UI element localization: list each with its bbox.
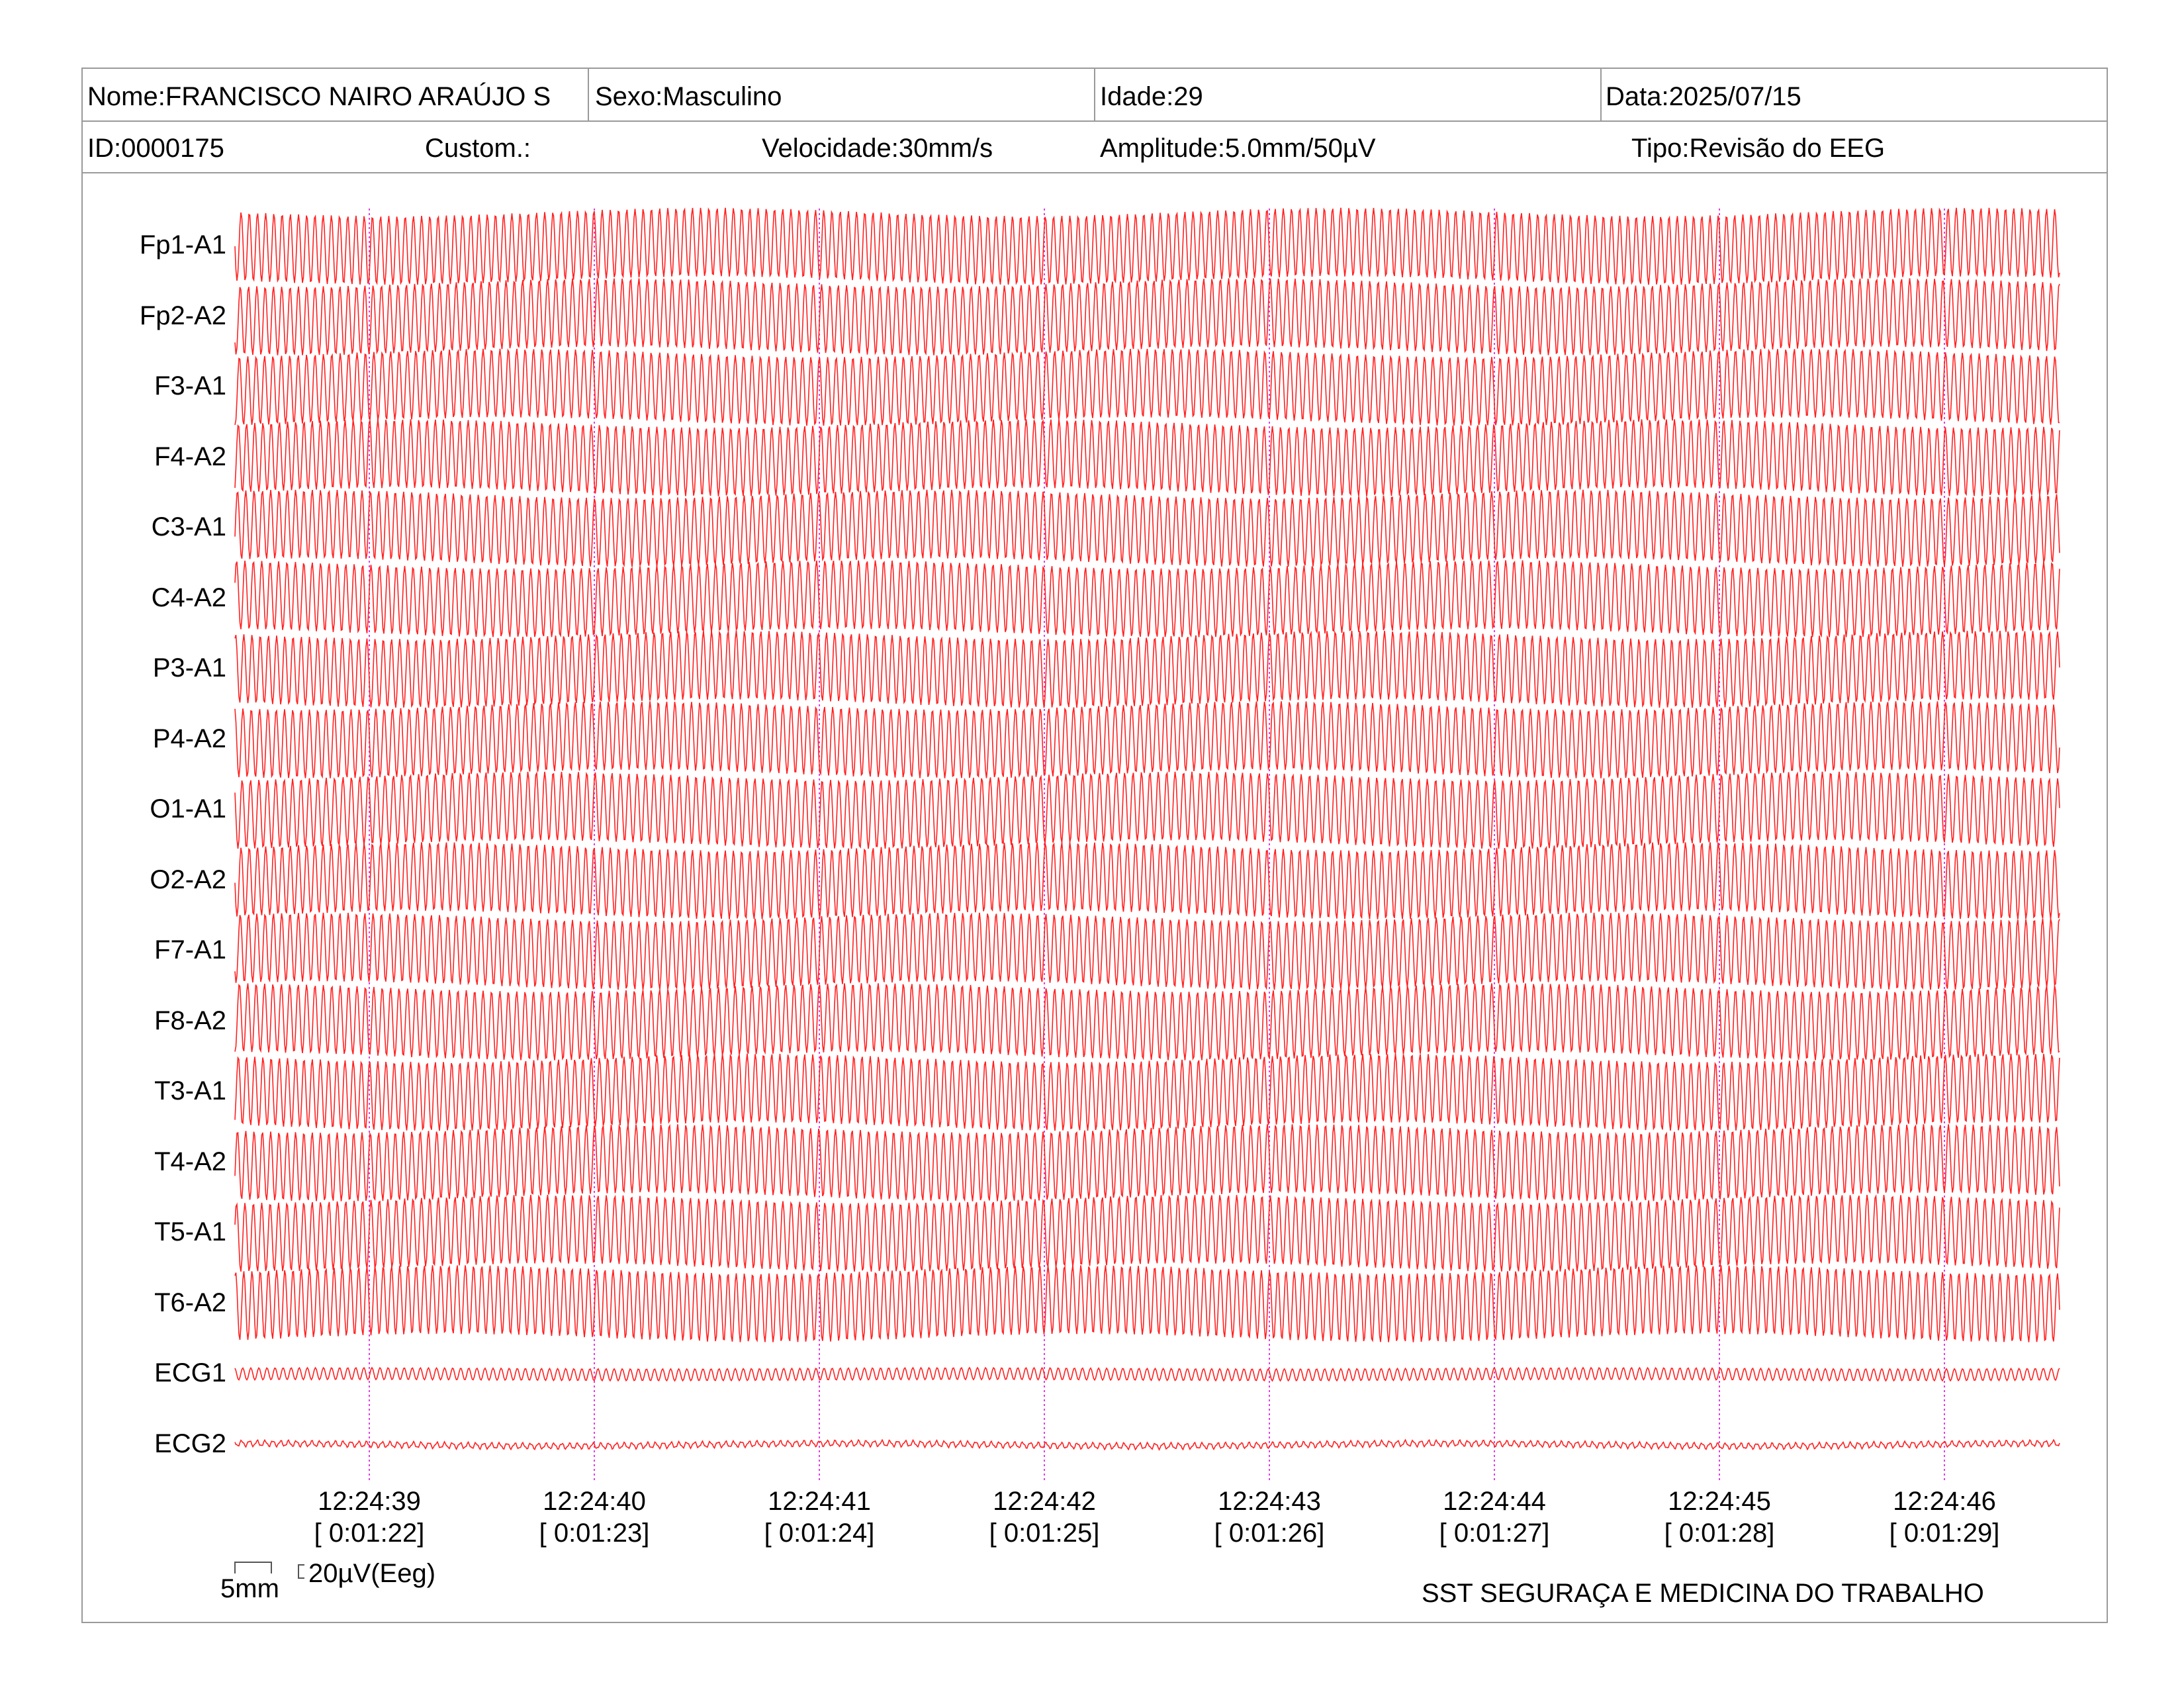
time-clock: 12:24:41 [768, 1487, 871, 1516]
channel-trace-f3-a1 [234, 348, 2060, 426]
exam-date: Data:2025/07/15 [1606, 82, 1801, 111]
patient-name: Nome:FRANCISCO NAIRO ARAÚJO S [87, 82, 551, 111]
channel-trace-p3-a1 [234, 630, 2060, 708]
channel-trace-o1-a1 [234, 771, 2060, 849]
amplitude-scale-label: 20µV(Eeg) [308, 1559, 436, 1588]
channel-label: P4-A2 [152, 724, 226, 753]
channel-trace-fp2-a2 [234, 278, 2060, 355]
time-clock: 12:24:40 [543, 1487, 646, 1516]
channel-label: F3-A1 [154, 371, 226, 400]
channel-label: P3-A1 [152, 653, 226, 682]
channel-label: T5-A1 [154, 1217, 226, 1246]
time-mark: 12:24:41 [ 0:01:24] [733, 1485, 905, 1549]
time-elapsed: [ 0:01:22] [314, 1519, 425, 1548]
channel-trace-f8-a2 [234, 983, 2060, 1061]
time-elapsed: [ 0:01:29] [1889, 1519, 2000, 1548]
header-divider [1600, 69, 1602, 120]
time-mark: 12:24:45 [ 0:01:28] [1633, 1485, 1805, 1549]
time-clock: 12:24:46 [1893, 1487, 1996, 1516]
time-elapsed: [ 0:01:26] [1214, 1519, 1325, 1548]
channel-label: T3-A1 [154, 1076, 226, 1105]
channel-label: F8-A2 [154, 1006, 226, 1035]
channel-label: C4-A2 [151, 583, 226, 612]
header-bottom-divider [83, 172, 2107, 173]
channel-trace-f7-a1 [234, 912, 2060, 990]
channel-label: O1-A1 [150, 794, 226, 823]
channel-trace-t4-a2 [234, 1123, 2060, 1202]
time-elapsed: [ 0:01:25] [989, 1519, 1100, 1548]
channel-label: C3-A1 [151, 512, 226, 541]
channel-label: F7-A1 [154, 935, 226, 964]
custom-field: Custom.: [425, 134, 531, 163]
channel-trace-c3-a1 [234, 489, 2060, 567]
company-name: SST SEGURAÇA E MEDICINA DO TRABALHO [1422, 1579, 1984, 1608]
channel-label: ECG1 [154, 1358, 226, 1387]
time-mark: 12:24:40 [ 0:01:23] [508, 1485, 680, 1549]
time-clock: 12:24:44 [1443, 1487, 1546, 1516]
channel-trace-o2-a2 [234, 842, 2060, 919]
patient-age: Idade:29 [1100, 82, 1203, 111]
time-mark: 12:24:39 [ 0:01:22] [283, 1485, 455, 1549]
channel-label: F4-A2 [154, 442, 226, 471]
channel-trace-t5-a1 [234, 1194, 2060, 1272]
time-scale-label: 5mm [220, 1574, 279, 1603]
time-elapsed: [ 0:01:27] [1439, 1519, 1550, 1548]
time-elapsed: [ 0:01:23] [539, 1519, 650, 1548]
amplitude-setting: Amplitude:5.0mm/50µV [1100, 134, 1376, 163]
channel-trace-ecg1 [234, 1366, 2060, 1382]
time-clock: 12:24:39 [318, 1487, 421, 1516]
patient-sex: Sexo:Masculino [595, 82, 782, 111]
channel-label: O2-A2 [150, 865, 226, 894]
channel-trace-fp1-a1 [234, 207, 2060, 285]
channel-label: T4-A2 [154, 1147, 226, 1176]
channel-trace-c4-a2 [234, 560, 2060, 638]
header-row-divider [83, 120, 2107, 122]
speed-setting: Velocidade:30mm/s [762, 134, 993, 163]
header-divider [588, 69, 589, 120]
report-frame: Nome:FRANCISCO NAIRO ARAÚJO S Sexo:Mascu… [81, 68, 2108, 1623]
time-mark: 12:24:44 [ 0:01:27] [1408, 1485, 1580, 1549]
time-clock: 12:24:43 [1218, 1487, 1321, 1516]
channel-label: T6-A2 [154, 1288, 226, 1317]
time-clock: 12:24:45 [1668, 1487, 1771, 1516]
time-elapsed: [ 0:01:24] [764, 1519, 875, 1548]
header-divider [1094, 69, 1095, 120]
patient-id: ID:0000175 [87, 134, 224, 163]
review-type: Tipo:Revisão do EEG [1631, 134, 1886, 163]
channel-trace-t3-a1 [234, 1053, 2060, 1131]
channel-trace-p4-a2 [234, 701, 2060, 779]
time-clock: 12:24:42 [993, 1487, 1096, 1516]
time-elapsed: [ 0:01:28] [1664, 1519, 1775, 1548]
channel-trace-f4-a2 [234, 419, 2060, 496]
time-mark: 12:24:42 [ 0:01:25] [958, 1485, 1130, 1549]
channel-label: ECG2 [154, 1429, 226, 1458]
channel-trace-t6-a2 [234, 1265, 2060, 1342]
channel-trace-ecg2 [234, 1438, 2060, 1451]
channel-label: Fp1-A1 [139, 230, 226, 259]
time-mark: 12:24:43 [ 0:01:26] [1183, 1485, 1355, 1549]
channel-label: Fp2-A2 [139, 301, 226, 330]
time-mark: 12:24:46 [ 0:01:29] [1858, 1485, 2030, 1549]
